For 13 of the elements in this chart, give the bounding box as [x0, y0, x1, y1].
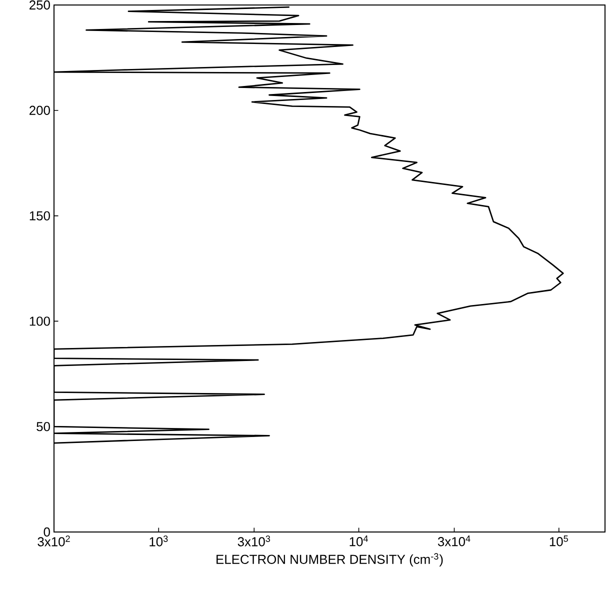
x-axis-title: ELECTRON NUMBER DENSITY (cm$^{-3}$) [216, 553, 443, 567]
x-tick-label: 10$^{5}$ [550, 536, 568, 546]
x-tick-label: 3x10$^{2}$ [38, 536, 70, 546]
y-tick-label: 150 [30, 211, 50, 220]
y-tick-label: 0 [44, 527, 50, 537]
y-tick-label: 50 [36, 422, 50, 432]
x-tick-label: 3x10$^{3}$ [238, 536, 270, 546]
x-tick-label: 10$^{4}$ [350, 536, 368, 546]
x-tick-label: 10$^{3}$ [150, 536, 168, 546]
y-tick-label: 200 [30, 106, 50, 115]
x-tick-label: 3x10$^{4}$ [438, 536, 470, 546]
y-tick-label: 100 [30, 316, 50, 326]
y-tick-label: 250 [30, 0, 50, 10]
